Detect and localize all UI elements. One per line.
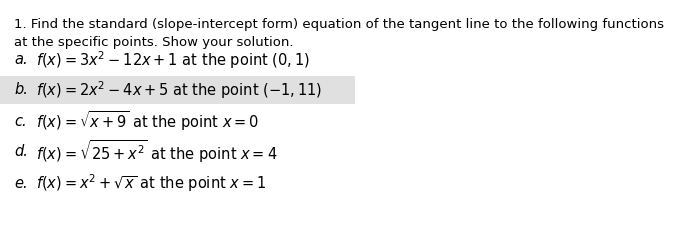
Text: $f(x) = \sqrt{25 + x^2}$ at the point $x = 4$: $f(x) = \sqrt{25 + x^2}$ at the point $x… [36,139,277,165]
Text: $f(x) = x^2 + \sqrt{x}$ at the point $x = 1$: $f(x) = x^2 + \sqrt{x}$ at the point $x … [36,172,266,194]
Text: b.: b. [14,83,28,97]
Text: d.: d. [14,145,28,159]
Text: c.: c. [14,113,27,129]
Text: $f(x) = 3x^2 - 12x + 1$ at the point $(0,1)$: $f(x) = 3x^2 - 12x + 1$ at the point $(0… [36,49,310,71]
Text: $f(x) = 2x^2 - 4x + 5$ at the point $(-1,11)$: $f(x) = 2x^2 - 4x + 5$ at the point $(-1… [36,79,322,101]
Text: 1. Find the standard (slope-intercept form) equation of the tangent line to the : 1. Find the standard (slope-intercept fo… [14,18,664,31]
Text: $f(x) = \sqrt{x+9}$ at the point $x = 0$: $f(x) = \sqrt{x+9}$ at the point $x = 0$ [36,109,259,133]
Text: e.: e. [14,175,28,191]
Text: at the specific points. Show your solution.: at the specific points. Show your soluti… [14,36,294,49]
Text: a.: a. [14,52,28,68]
FancyBboxPatch shape [0,76,355,104]
